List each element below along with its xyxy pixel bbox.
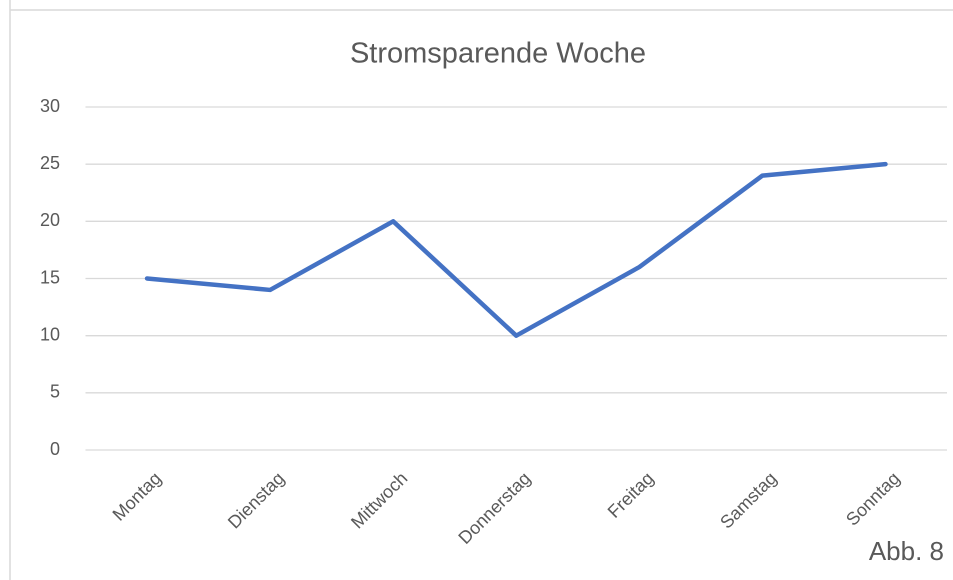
x-tick-label: Freitag [604,468,658,522]
x-tick-label: Montag [109,468,166,525]
annotation: Abb. 8 [869,536,944,566]
y-tick-label: 25 [40,153,60,173]
x-tick-label: Donnerstag [454,468,534,548]
x-tick-label: Dienstag [224,468,288,532]
y-tick-label: 20 [40,210,60,230]
x-tick-label: Sonntag [842,468,904,530]
x-tick-label: Samstag [716,468,780,532]
y-tick-label: 30 [40,96,60,116]
y-tick-label: 10 [40,324,60,344]
line-series [144,161,888,338]
y-tick-label: 5 [50,382,60,402]
chart-title: Stromsparende Woche [350,38,646,70]
y-tick-label: 15 [40,267,60,287]
x-tick-label: Mittwoch [347,468,411,532]
y-tick-label: 0 [50,439,60,459]
